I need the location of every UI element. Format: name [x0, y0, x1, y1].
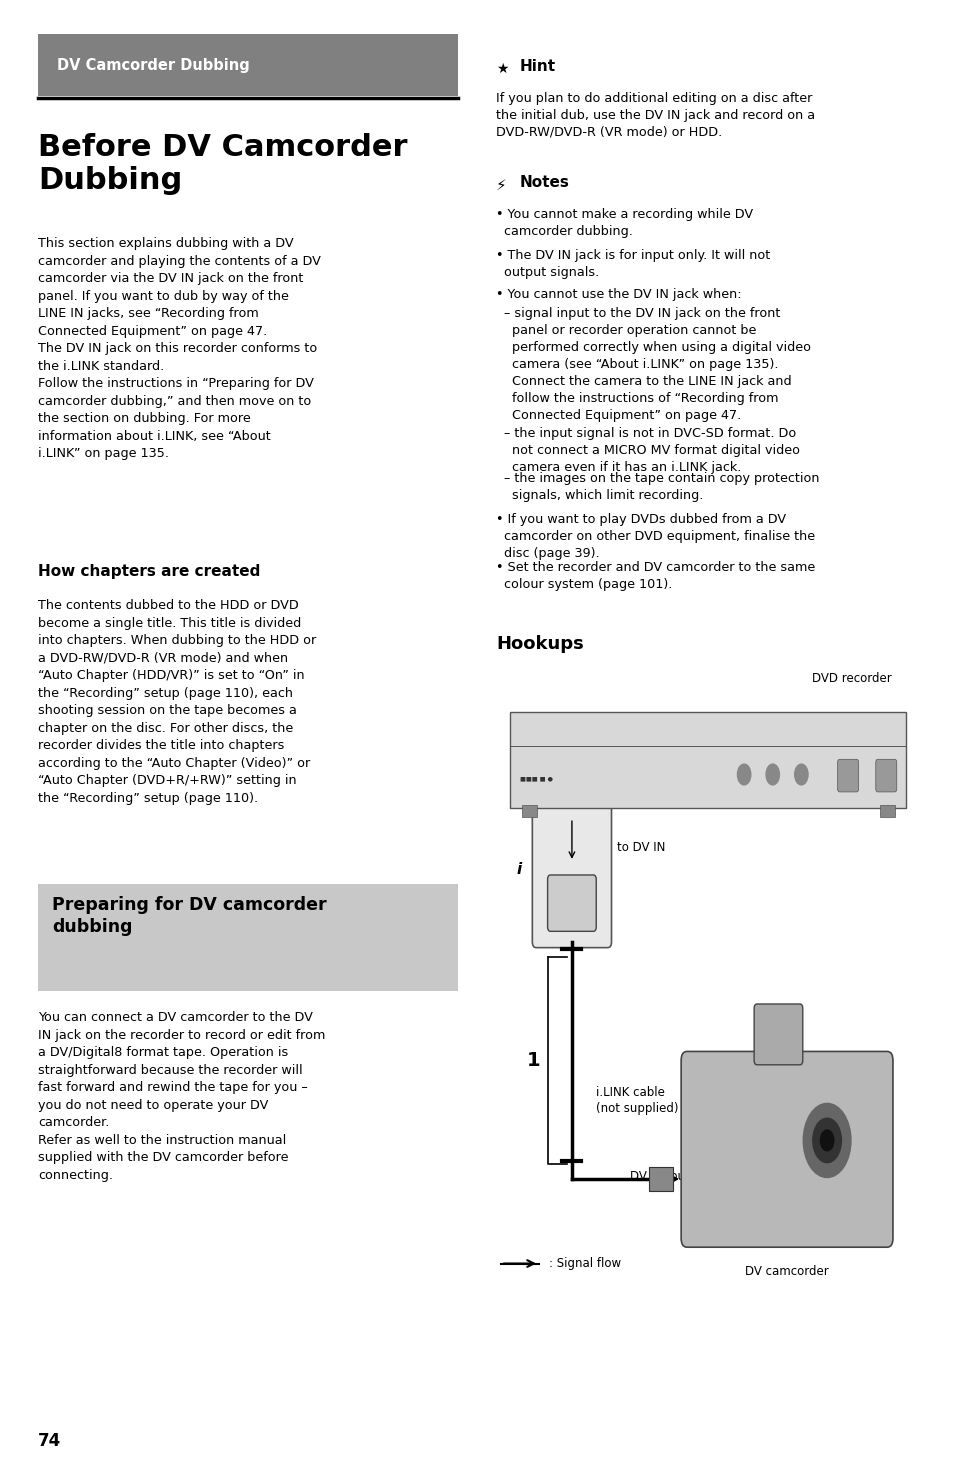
Circle shape — [820, 1130, 833, 1151]
Text: DVD recorder: DVD recorder — [811, 672, 891, 685]
FancyBboxPatch shape — [648, 1167, 672, 1191]
FancyBboxPatch shape — [680, 1051, 892, 1247]
Circle shape — [737, 764, 750, 785]
Text: How chapters are created: How chapters are created — [38, 564, 260, 578]
Text: – the images on the tape contain copy protection
    signals, which limit record: – the images on the tape contain copy pr… — [496, 472, 819, 501]
FancyBboxPatch shape — [879, 805, 894, 817]
Text: Hint: Hint — [519, 59, 556, 74]
Text: DV Camcorder Dubbing: DV Camcorder Dubbing — [57, 58, 250, 73]
Text: ★: ★ — [496, 62, 508, 76]
Text: i: i — [516, 862, 521, 876]
Text: • Set the recorder and DV camcorder to the same
  colour system (page 101).: • Set the recorder and DV camcorder to t… — [496, 561, 815, 590]
Text: Before DV Camcorder
Dubbing: Before DV Camcorder Dubbing — [38, 133, 407, 194]
Text: – the input signal is not in DVC-SD format. Do
    not connect a MICRO MV format: – the input signal is not in DVC-SD form… — [496, 427, 800, 475]
Circle shape — [802, 1103, 850, 1178]
Text: DV output: DV output — [629, 1170, 689, 1182]
FancyBboxPatch shape — [38, 884, 457, 991]
FancyBboxPatch shape — [521, 805, 537, 817]
Text: The contents dubbed to the HDD or DVD
become a single title. This title is divid: The contents dubbed to the HDD or DVD be… — [38, 599, 316, 805]
Text: 1: 1 — [526, 1051, 540, 1069]
Text: ■■■ ■ ●: ■■■ ■ ● — [519, 777, 553, 782]
Text: This section explains dubbing with a DV
camcorder and playing the contents of a : This section explains dubbing with a DV … — [38, 237, 321, 460]
Circle shape — [765, 764, 779, 785]
Text: • You cannot make a recording while DV
  camcorder dubbing.: • You cannot make a recording while DV c… — [496, 208, 753, 237]
Text: • If you want to play DVDs dubbed from a DV
  camcorder on other DVD equipment, : • If you want to play DVDs dubbed from a… — [496, 513, 815, 561]
Text: Preparing for DV camcorder
dubbing: Preparing for DV camcorder dubbing — [52, 896, 327, 936]
Text: You can connect a DV camcorder to the DV
IN jack on the recorder to record or ed: You can connect a DV camcorder to the DV… — [38, 1011, 325, 1182]
Circle shape — [812, 1118, 841, 1163]
Text: i.LINK cable
(not supplied): i.LINK cable (not supplied) — [595, 1086, 678, 1115]
FancyBboxPatch shape — [38, 34, 457, 96]
Text: 74: 74 — [38, 1433, 61, 1450]
Text: : Signal flow: : Signal flow — [548, 1258, 620, 1269]
Text: Hookups: Hookups — [496, 635, 583, 653]
FancyBboxPatch shape — [547, 875, 596, 931]
FancyBboxPatch shape — [753, 1004, 802, 1065]
Text: If you plan to do additional editing on a disc after
the initial dub, use the DV: If you plan to do additional editing on … — [496, 92, 815, 139]
FancyBboxPatch shape — [837, 759, 858, 792]
Text: ⚡: ⚡ — [496, 178, 506, 193]
FancyBboxPatch shape — [510, 712, 905, 808]
Text: – signal input to the DV IN jack on the front
    panel or recorder operation ca: – signal input to the DV IN jack on the … — [496, 307, 810, 423]
Text: • You cannot use the DV IN jack when:: • You cannot use the DV IN jack when: — [496, 288, 740, 301]
Text: to DV IN: to DV IN — [617, 841, 665, 854]
FancyBboxPatch shape — [875, 759, 896, 792]
FancyBboxPatch shape — [532, 790, 611, 948]
Text: • The DV IN jack is for input only. It will not
  output signals.: • The DV IN jack is for input only. It w… — [496, 249, 769, 279]
Circle shape — [794, 764, 807, 785]
Text: Notes: Notes — [519, 175, 569, 190]
Text: DV camcorder: DV camcorder — [744, 1265, 828, 1278]
